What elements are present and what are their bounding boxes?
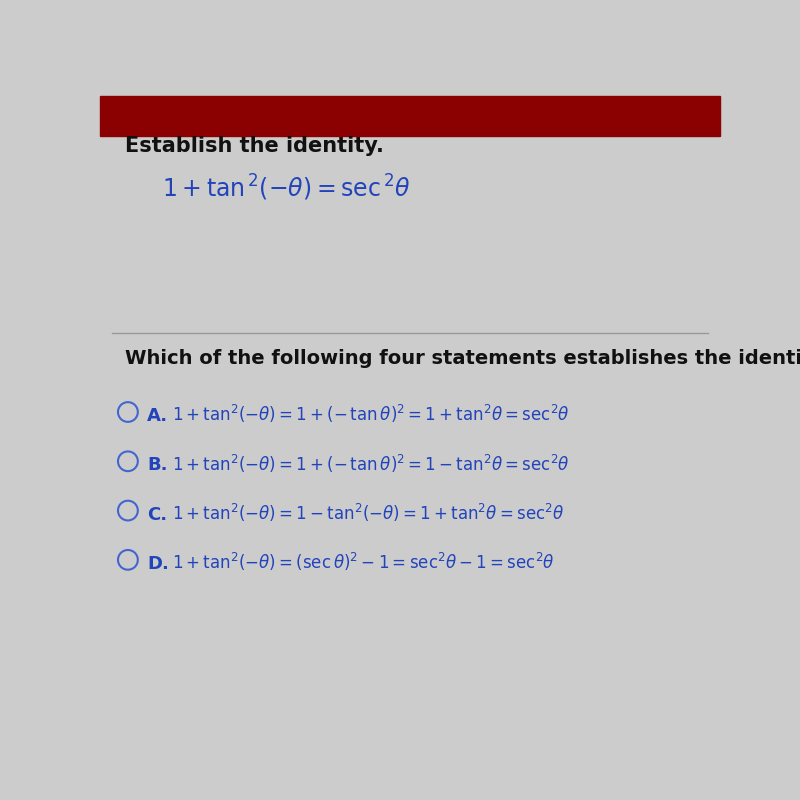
Bar bbox=[100, 96, 720, 136]
Text: D.: D. bbox=[147, 555, 169, 573]
Text: $1 + \mathrm{tan}^{2}(-\theta) = (\mathrm{sec}\,\theta)^{2} - 1 = \mathrm{sec}^{: $1 + \mathrm{tan}^{2}(-\theta) = (\mathr… bbox=[172, 551, 554, 574]
Text: $1 + \mathrm{tan}^{2}(-\theta) = 1 - \mathrm{tan}^{2}(-\theta) = 1 + \mathrm{tan: $1 + \mathrm{tan}^{2}(-\theta) = 1 - \ma… bbox=[172, 502, 564, 524]
Text: Establish the identity.: Establish the identity. bbox=[125, 136, 384, 156]
Text: A.: A. bbox=[147, 407, 168, 425]
Text: B.: B. bbox=[147, 456, 168, 474]
Text: C.: C. bbox=[147, 506, 167, 524]
Text: Which of the following four statements establishes the identity?: Which of the following four statements e… bbox=[125, 349, 800, 367]
Text: $1 + \mathrm{tan}^{2}(-\theta) = 1 + (-\,\mathrm{tan}\,\theta)^{2} = 1 - \mathrm: $1 + \mathrm{tan}^{2}(-\theta) = 1 + (-\… bbox=[172, 453, 570, 474]
Text: $1 + \mathrm{tan}^{\,2}(-\theta) = \mathrm{sec}^{\,2}\theta$: $1 + \mathrm{tan}^{\,2}(-\theta) = \math… bbox=[162, 173, 410, 203]
Text: $1 + \mathrm{tan}^{2}(-\theta) = 1 + (-\,\mathrm{tan}\,\theta)^{2} = 1 + \mathrm: $1 + \mathrm{tan}^{2}(-\theta) = 1 + (-\… bbox=[172, 403, 570, 426]
